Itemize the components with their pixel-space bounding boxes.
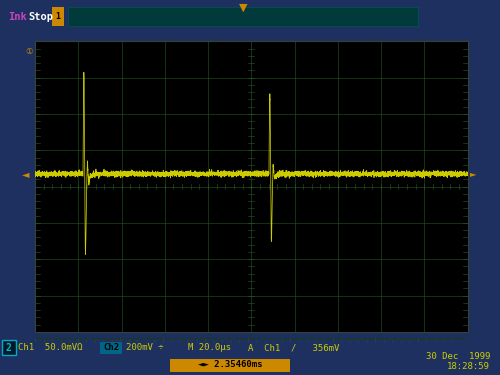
Text: M 20.0μs: M 20.0μs [188,344,231,352]
Text: 1: 1 [56,12,60,21]
Text: 200mV ÷: 200mV ÷ [126,344,164,352]
Text: 2: 2 [6,343,12,353]
Text: Stop: Stop [28,12,53,21]
Bar [170,359,290,372]
Bar [100,342,122,354]
Text: Ink: Ink [8,12,27,21]
FancyBboxPatch shape [2,340,16,356]
Text: 30 Dec  1999: 30 Dec 1999 [426,352,490,362]
Bar [52,7,64,26]
Text: 18:28:59: 18:28:59 [447,363,490,372]
Text: ◄: ◄ [22,169,30,179]
Text: ◄► 2.35460ms: ◄► 2.35460ms [198,360,262,369]
Bar [68,7,418,26]
Text: Ch1  50.0mVΩ: Ch1 50.0mVΩ [18,344,82,352]
Text: ▼: ▼ [239,3,247,13]
Text: ►: ► [470,170,476,178]
Text: Ch2: Ch2 [103,344,119,352]
Text: ①: ① [26,47,33,56]
Text: A  Ch1  /   356mV: A Ch1 / 356mV [248,344,340,352]
